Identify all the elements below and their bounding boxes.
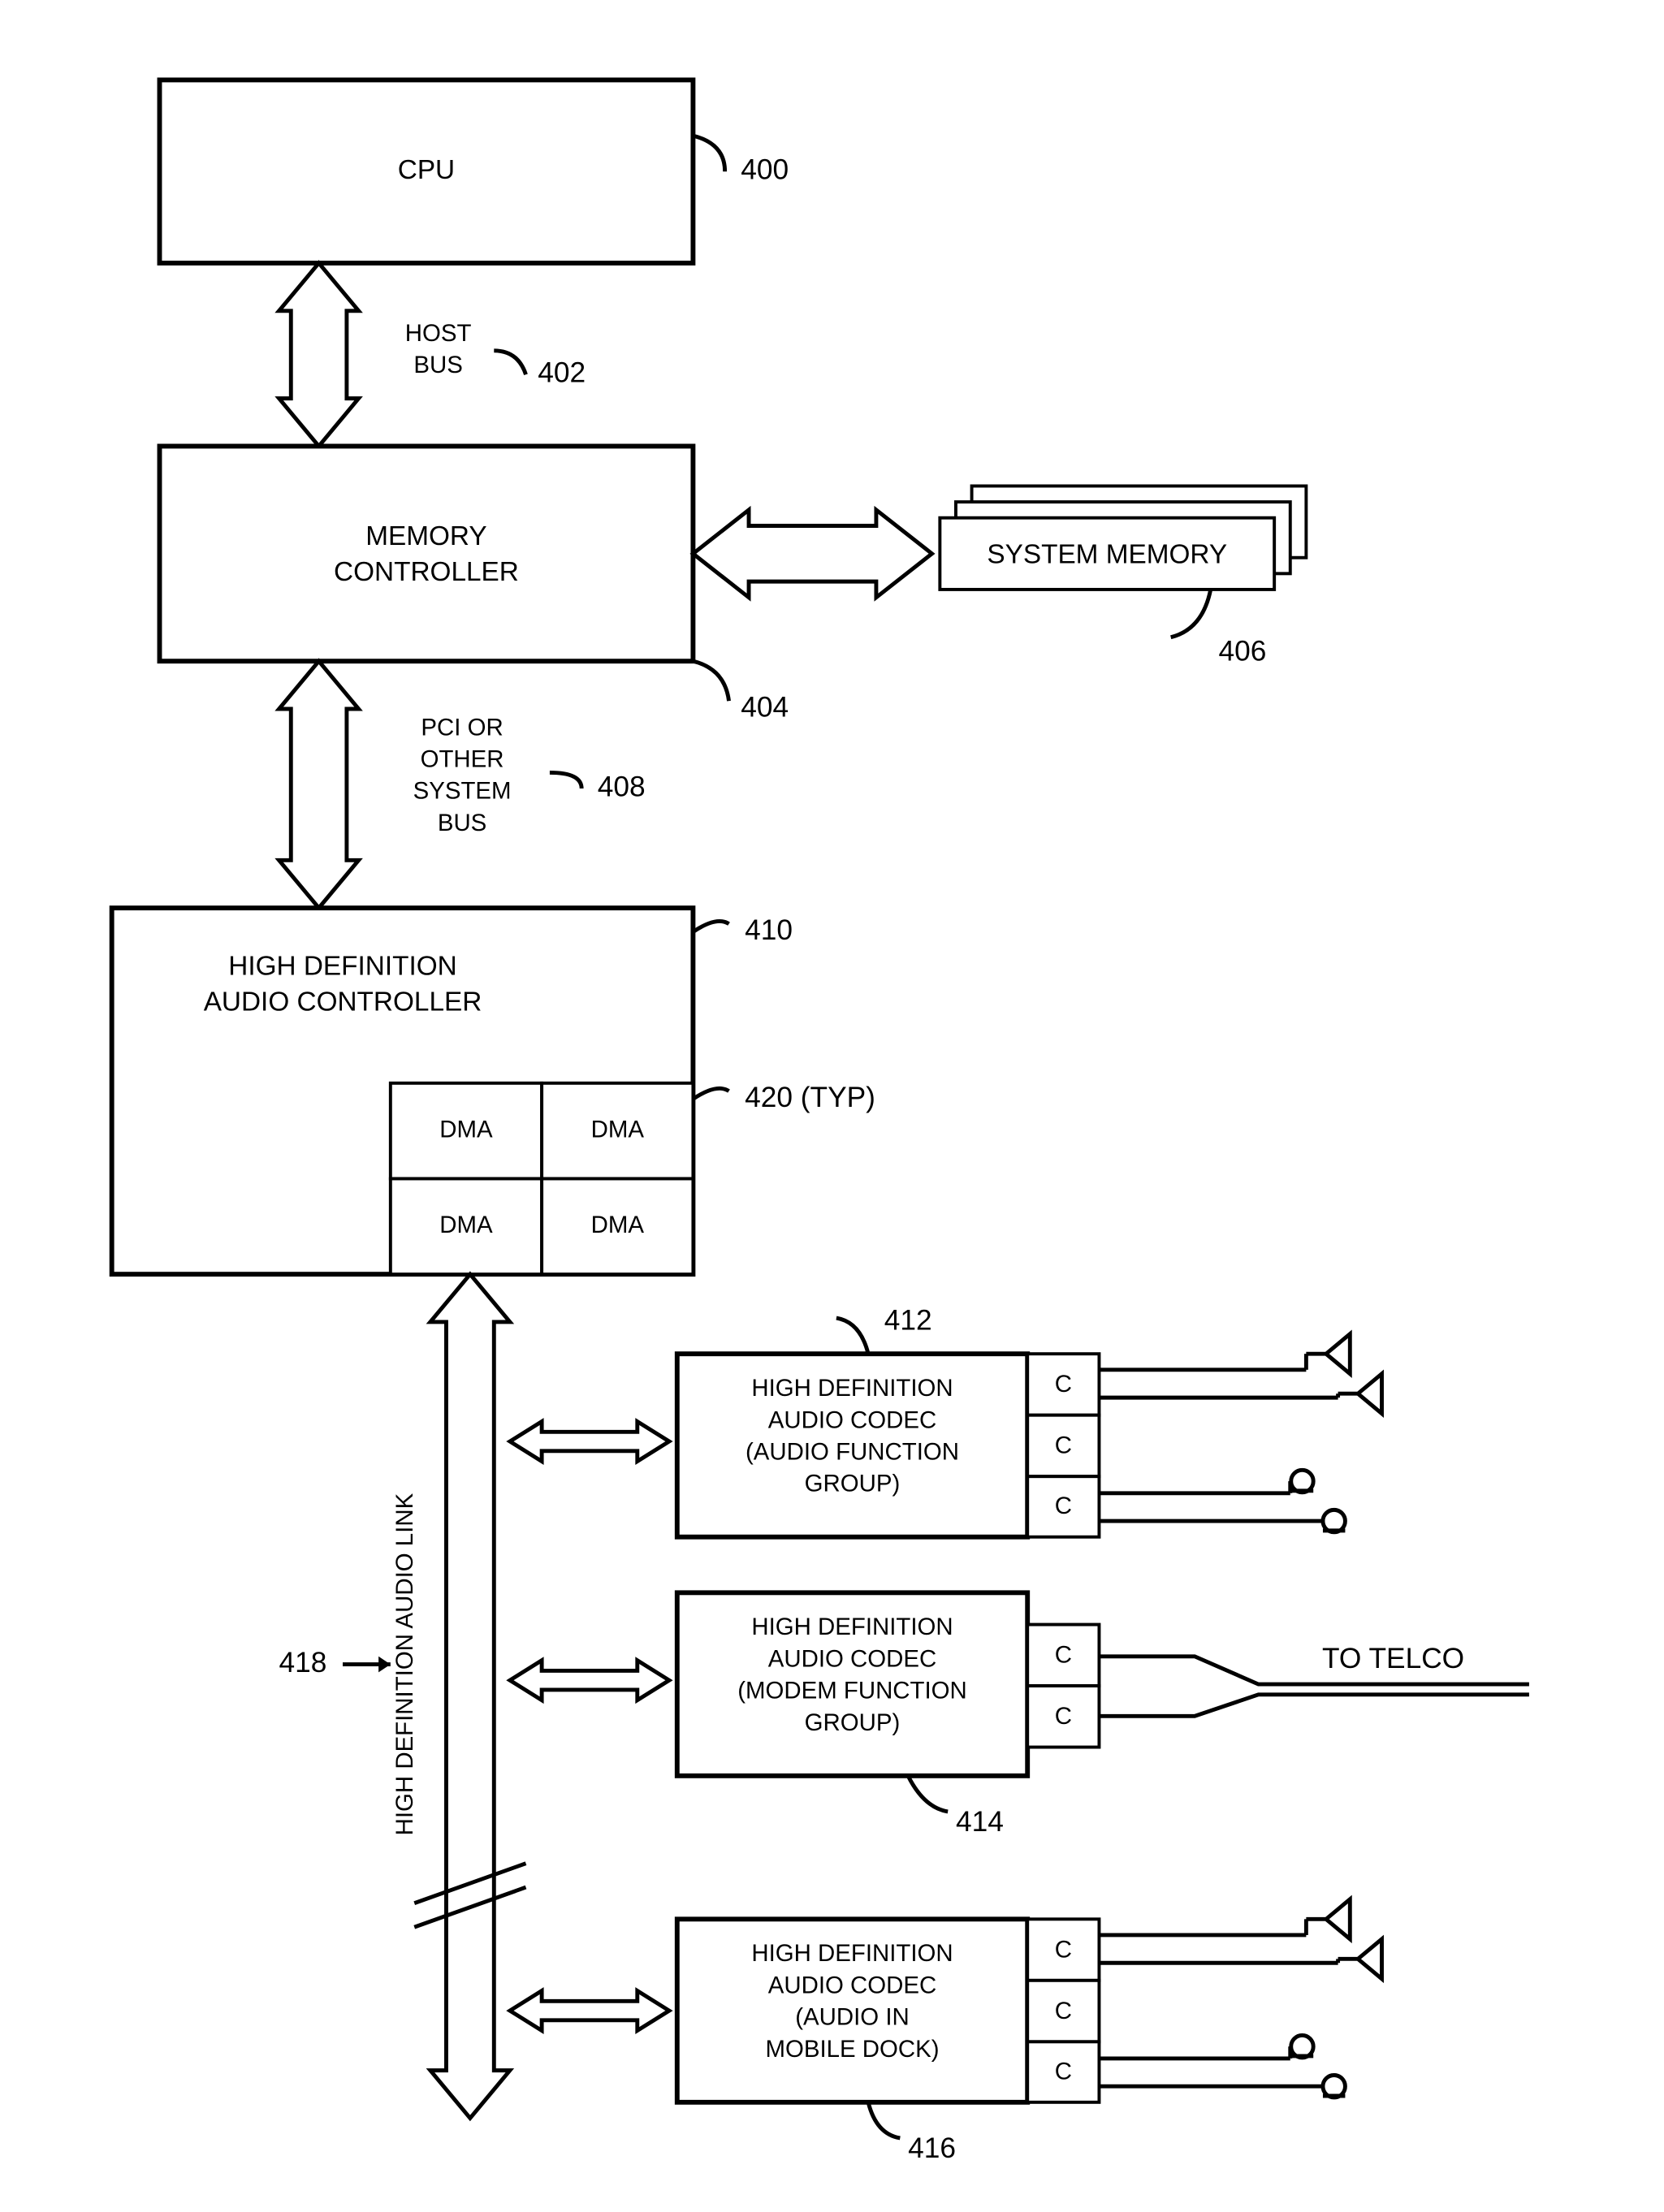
svg-text:MOBILE DOCK): MOBILE DOCK) — [765, 2036, 939, 2063]
svg-text:DMA: DMA — [439, 1212, 493, 1238]
svg-text:416: 416 — [908, 2132, 956, 2164]
svg-text:C: C — [1055, 1371, 1072, 1398]
svg-text:C: C — [1055, 1703, 1072, 1730]
ctrl-ref: 410 — [745, 914, 793, 946]
audio-link-bus: HIGH DEFINITION AUDIO LINK 418 — [279, 1274, 526, 2118]
svg-text:PCI OR: PCI OR — [421, 714, 503, 741]
pci-bus: PCI OR OTHER SYSTEM BUS 408 — [279, 661, 646, 908]
block-diagram: CPU 400 HOST BUS 402 MEMORY CONTROLLER 4… — [16, 16, 1648, 2185]
svg-text:BUS: BUS — [438, 810, 486, 836]
codec3: HIGH DEFINITION AUDIO CODEC (AUDIO IN MO… — [510, 1899, 1382, 2164]
svg-text:AUDIO CODEC: AUDIO CODEC — [768, 1645, 937, 1672]
ctrl-label: HIGH DEFINITION — [228, 951, 456, 981]
svg-text:418: 418 — [279, 1647, 327, 1678]
memctrl-label: MEMORY — [365, 521, 486, 551]
cpu-ref: 400 — [741, 154, 789, 186]
svg-text:C: C — [1055, 2058, 1072, 2085]
sysmem-block: SYSTEM MEMORY 406 — [940, 486, 1306, 667]
memctrl-block — [159, 446, 693, 661]
leader — [693, 136, 724, 171]
svg-text:GROUP): GROUP) — [805, 1471, 901, 1497]
memctrl-ref: 404 — [741, 691, 789, 723]
svg-text:C: C — [1055, 1432, 1072, 1459]
dma-grid: DMA DMA DMA DMA 420 (TYP) — [391, 1082, 875, 1274]
svg-text:C: C — [1055, 1936, 1072, 1963]
svg-text:HIGH DEFINITION: HIGH DEFINITION — [751, 1614, 953, 1640]
svg-text:SYSTEM: SYSTEM — [413, 778, 512, 805]
codec1: HIGH DEFINITION AUDIO CODEC (AUDIO FUNCT… — [510, 1304, 1382, 1536]
svg-text:BUS: BUS — [413, 352, 462, 378]
svg-text:414: 414 — [956, 1806, 1004, 1838]
svg-text:408: 408 — [598, 771, 646, 802]
svg-text:TO TELCO: TO TELCO — [1322, 1643, 1464, 1674]
host-bus: HOST BUS 402 — [279, 263, 586, 447]
svg-text:OTHER: OTHER — [421, 746, 504, 773]
svg-text:CONTROLLER: CONTROLLER — [334, 557, 519, 587]
svg-text:DMA: DMA — [591, 1116, 645, 1143]
svg-text:HIGH DEFINITION: HIGH DEFINITION — [751, 1375, 953, 1402]
svg-text:420 (TYP): 420 (TYP) — [745, 1082, 875, 1113]
svg-text:412: 412 — [884, 1304, 932, 1336]
svg-text:(AUDIO IN: (AUDIO IN — [795, 2004, 910, 2031]
svg-text:HIGH DEFINITION: HIGH DEFINITION — [751, 1940, 953, 1967]
svg-text:406: 406 — [1219, 636, 1267, 667]
svg-text:402: 402 — [538, 357, 586, 389]
svg-text:AUDIO CODEC: AUDIO CODEC — [768, 1972, 937, 1998]
svg-text:AUDIO CODEC: AUDIO CODEC — [768, 1406, 937, 1433]
svg-text:GROUP): GROUP) — [805, 1709, 901, 1736]
svg-text:C: C — [1055, 1493, 1072, 1519]
cpu-label: CPU — [398, 155, 455, 185]
svg-text:HIGH DEFINITION AUDIO LINK: HIGH DEFINITION AUDIO LINK — [391, 1493, 418, 1835]
svg-text:C: C — [1055, 1998, 1072, 2024]
svg-text:(MODEM FUNCTION: (MODEM FUNCTION — [737, 1678, 967, 1704]
mem-bus — [693, 510, 931, 598]
svg-text:C: C — [1055, 1642, 1072, 1669]
svg-text:SYSTEM MEMORY: SYSTEM MEMORY — [987, 540, 1227, 570]
svg-text:DMA: DMA — [591, 1212, 645, 1238]
codec2: HIGH DEFINITION AUDIO CODEC (MODEM FUNCT… — [510, 1592, 1529, 1838]
svg-text:DMA: DMA — [439, 1116, 493, 1143]
svg-text:HOST: HOST — [405, 320, 472, 347]
svg-text:AUDIO CONTROLLER: AUDIO CONTROLLER — [204, 987, 482, 1017]
svg-text:(AUDIO FUNCTION: (AUDIO FUNCTION — [746, 1439, 959, 1466]
